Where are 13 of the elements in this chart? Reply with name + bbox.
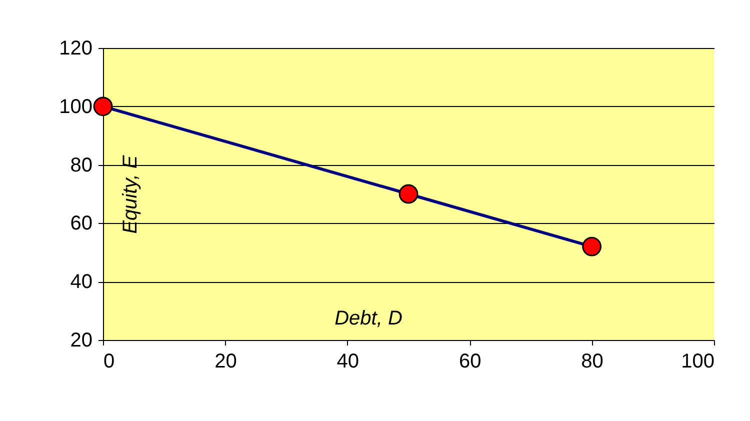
x-tick-label: 40 <box>336 350 360 372</box>
x-tick-label: 20 <box>214 350 237 372</box>
x-tick-label: 60 <box>458 350 482 372</box>
y-tick-label: 80 <box>70 154 92 176</box>
x-tick-label: 0 <box>104 350 115 372</box>
x-axis-title: Debt, D <box>334 308 402 330</box>
y-tick-label: 40 <box>70 271 92 294</box>
y-tick-label: 100 <box>59 96 92 118</box>
x-tick-label: 100 <box>681 350 714 372</box>
x-tick-label: 80 <box>581 350 604 372</box>
y-tick-label: 60 <box>70 212 92 235</box>
y-tick-label: 120 <box>59 38 92 60</box>
y-tick-label: 20 <box>70 330 92 352</box>
